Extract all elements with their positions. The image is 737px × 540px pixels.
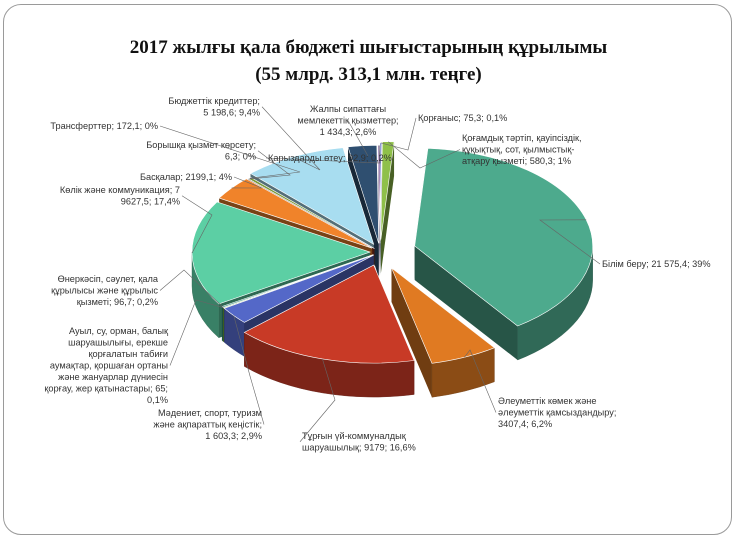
data-label-onerkasip: Өнеркәсіп, сәулет, қала құрылысы және құр… <box>51 274 159 307</box>
leader-line-bilim <box>539 219 601 265</box>
leader-line-baskalar <box>231 176 263 189</box>
data-label-line: Мәдениет, спорт, туризм <box>158 408 262 418</box>
data-label-zhalpy: Жалпы сипаттағы мемлекеттік қызметтер; 1 4… <box>297 104 398 137</box>
data-label-line: Ауыл, су, орман, балық <box>69 326 169 336</box>
data-label-line: Тұрғын үй-коммуналдық <box>302 431 407 441</box>
data-label-line: 9627,5; 17,4% <box>121 197 180 207</box>
chart-title-line-2: (55 млрд. 313,1 млн. теңге) <box>255 64 482 85</box>
pie-slice-radial-face-kogamdyk-1 <box>380 141 395 274</box>
leader-line-onerkasip <box>159 269 223 308</box>
data-label-boryshka: Борышқа қызмет көрсету; 6,3; 0% <box>146 140 256 162</box>
data-label-line: атқару қызметі; 580,3; 1% <box>462 156 571 166</box>
data-label-kredit: Бюджеттік кредиттер; 5 198,6; 9,4% <box>168 96 260 118</box>
leader-line-auyl <box>169 299 224 366</box>
data-label-kogamdyk: Қоғамдық тәртіп, қауіпсіздік, құқықтық, с… <box>462 133 582 166</box>
data-label-line: Білім беру; 21 575,4; 39% <box>602 259 711 269</box>
leader-line-korganys <box>380 117 417 151</box>
data-label-line: аумақтар, қоршаған ортаны <box>50 361 168 371</box>
data-label-turgyn: Тұрғын үй-коммуналдық шаруашылық; 9179; 1… <box>302 431 416 453</box>
leader-line-zhalpy <box>347 120 369 157</box>
data-label-line: қорғау, жер қатынастары; 65; <box>44 384 168 394</box>
data-label-line: 0,1% <box>147 395 168 405</box>
leader-line-turgyn <box>299 358 336 442</box>
data-label-line: 3407,4; 6,2% <box>498 419 552 429</box>
data-label-line: Көлік және коммуникация; 7 <box>60 185 180 195</box>
leader-line-aleumettik <box>464 349 497 413</box>
data-label-aleumettik: Әлеуметтік көмек және әлеуметтік қамсызда… <box>498 396 616 429</box>
data-label-line: Бюджеттік кредиттер; <box>168 96 260 106</box>
data-label-line: құрылысы және құрылыс <box>51 286 158 296</box>
data-label-baskalar: Басқалар; 2199,1; 4% <box>140 172 232 182</box>
data-label-line: Басқалар; 2199,1; 4% <box>140 172 232 182</box>
data-label-korganys: Қорғаныс; 75,3; 0,1% <box>418 113 507 123</box>
data-label-line: 1 603,3; 2,9% <box>205 431 262 441</box>
data-label-line: Қарыздарды өтеу; 92,9; 0,2% <box>268 153 392 163</box>
data-label-auyl: Ауыл, су, орман, балық шаруашылығы, ерекш… <box>44 326 169 405</box>
leader-line-boryshka <box>248 150 291 180</box>
data-label-line: Қорғаныс; 75,3; 0,1% <box>418 113 507 123</box>
data-label-line: шаруашылығы, ерекше <box>68 338 168 348</box>
leader-line-madeniet <box>233 315 265 425</box>
pie-slice-turgyn <box>243 264 415 364</box>
data-label-madeniet: Мәдениет, спорт, туризм және ақпараттық к… <box>153 408 262 441</box>
pie-slice-baskalar <box>218 178 373 249</box>
data-label-line: шаруашылық; 9179; 16,6% <box>302 443 416 453</box>
data-label-line: және жануарлар дүниесін <box>58 372 168 382</box>
pie-tops <box>191 141 593 364</box>
pie-slice-radial-face-aleumettik-1 <box>391 267 432 398</box>
data-label-line: Борышқа қызмет көрсету; <box>146 140 256 150</box>
leader-line-kolik <box>181 195 213 254</box>
data-label-line: 1 434,3; 2,6% <box>320 127 377 137</box>
chart-title-line-1: 2017 жылғы қала бюджеті шығыстарының құр… <box>129 37 608 58</box>
pie-slice-radial-face-bilim-1 <box>414 246 518 360</box>
data-label-transfert: Трансферттер; 172,1; 0% <box>50 121 158 131</box>
pie-labels: Қорғаныс; 75,3; 0,1% Қоғамдық тәртіп, қау… <box>44 96 710 453</box>
data-label-line: әлеуметтік қамсыздандыру; <box>498 408 616 418</box>
chart-title: 2017 жылғы қала бюджеті шығыстарының құр… <box>0 34 737 88</box>
data-label-kolik: Көлік және коммуникация; 7 9627,5; 17,4% <box>60 185 180 207</box>
pie-slice-radial-face-madeniet-1 <box>224 255 374 343</box>
pie-slice-wall-auyl-0 <box>223 306 225 343</box>
leader-line-karyz <box>265 145 381 164</box>
data-label-line: Трансферттер; 172,1; 0% <box>50 121 158 131</box>
data-label-line: 5 198,6; 9,4% <box>203 108 260 118</box>
leader-line-transfert <box>159 125 301 179</box>
leader-line-kredit <box>261 106 321 171</box>
data-label-line: 6,3; 0% <box>225 152 256 162</box>
data-label-line: қорғалатын табиғи <box>89 349 169 359</box>
data-label-karyz: Қарыздарды өтеу; 92,9; 0,2% <box>268 153 392 163</box>
pie-slice-bilim <box>414 147 593 327</box>
data-label-line: Жалпы сипаттағы <box>310 104 386 114</box>
data-label-line: және ақпараттық кеңістік; <box>153 420 262 430</box>
data-label-line: мемлекеттік қызметтер; <box>297 116 398 126</box>
data-label-line: Өнеркәсіп, сәулет, қала <box>58 274 159 284</box>
data-label-line: Әлеуметтік көмек және <box>498 396 597 406</box>
data-label-line: қызметі; 96,7; 0,2% <box>77 297 158 307</box>
data-label-line: құқықтық, сот, қылмыстық- <box>462 145 574 155</box>
leader-line-kogamdyk <box>388 141 461 169</box>
data-label-line: Қоғамдық тәртіп, қауіпсіздік, <box>462 133 582 143</box>
data-label-bilim: Білім беру; 21 575,4; 39% <box>602 259 711 269</box>
